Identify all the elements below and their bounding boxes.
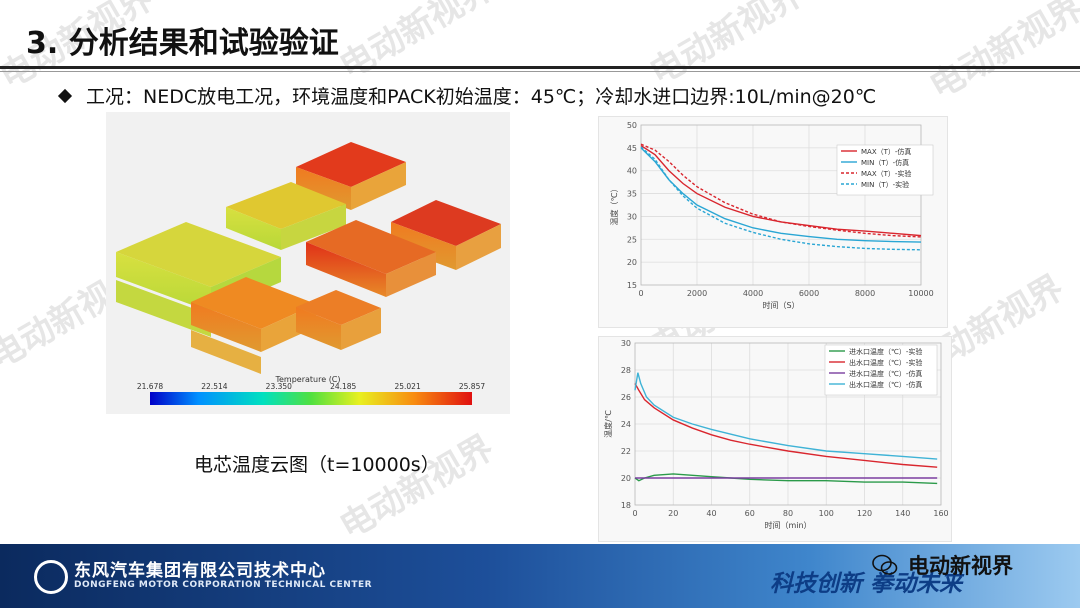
module-hot [306,220,436,297]
colorbar-tick-label: 25.021 [394,382,420,391]
y-tick-label: 30 [627,212,637,221]
legend-label: MIN（T）-仿真 [861,158,909,167]
x-tick-label: 6000 [799,289,819,298]
x-tick-label: 160 [933,509,948,518]
contour-caption: 电芯温度云图（t=10000s） [194,454,440,476]
x-tick-label: 2000 [687,289,707,298]
battery-pack-render: Temperature (C) 21.678 22.514 23.350 24.185… [116,142,501,405]
legend-label: MIN（T）-实验 [861,180,909,189]
plot-frame [634,342,942,506]
y-tick-label: 15 [627,281,637,290]
colorbar-label: Temperature (C) [274,375,340,384]
y-tick-label: 24 [621,420,631,429]
colorbar [150,392,472,405]
series-line [634,372,938,460]
x-tick-label: 0 [638,289,643,298]
legend-label: MAX（T）-实验 [861,169,911,178]
x-tick-label: 40 [706,509,716,518]
x-tick-label: 80 [783,509,793,518]
series-line [640,143,922,238]
x-tick-label: 140 [895,509,910,518]
y-tick-label: 28 [621,366,631,375]
x-axis-label: 时间（S） [762,300,799,310]
series-line [640,144,922,237]
condition-text: 工况：NEDC放电工况，环境温度和PACK初始温度：45℃；冷却水进口边界:10… [86,86,877,108]
colorbar-tick-label: 25.857 [459,382,485,391]
diamond-bullet-icon [57,88,73,103]
x-tick-label: 0 [632,509,637,518]
chart-cell-temperature: 15 20 25 30 35 40 45 50 0 2000 4000 6000 8000 10000 时间… [598,116,948,328]
colorbar-ticks: 21.678 22.514 23.350 24.185 25.021 25.857 [137,382,485,391]
y-axis-label: 温度（℃） [609,185,619,226]
y-tick-label: 22 [621,447,631,456]
coolant-temperature-chart: 18 20 22 24 26 28 30 0 20 40 60 80 100 120 140 160 时间（mi… [603,339,949,530]
legend-label: 进水口温度（℃）-实验 [849,347,922,356]
module-mid [191,277,316,374]
x-tick-label: 100 [819,509,834,518]
legend-label: 出水口温度（℃）-仿真 [849,380,922,389]
title-rule [0,66,1080,69]
legend-label: 出水口温度（℃）-实验 [849,358,922,367]
y-axis-label: 温度/℃ [603,410,613,438]
footer-banner: 东风汽车集团有限公司技术中心 DONGFENG MOTOR CORPORATIO… [0,544,1080,608]
y-tick-label: 50 [627,121,637,130]
y-tick-label: 25 [627,235,637,244]
watermark: 电动新视界 [643,0,811,94]
y-tick-label: 20 [627,258,637,267]
legend-box [824,344,938,396]
watermark: 电动新视界 [333,427,501,548]
colorbar-tick-label: 22.514 [201,382,227,391]
condition-bullet: 工况：NEDC放电工况，环境温度和PACK初始温度：45℃；冷却水进口边界:10… [57,82,877,109]
chart-coolant-temperature: 18 20 22 24 26 28 30 0 20 40 60 80 100 120 140 160 时间（mi… [598,336,952,542]
module-hot [296,142,406,210]
legend-label: MAX（T）-仿真 [861,147,911,156]
legend-label: 进水口温度（℃）-仿真 [849,369,922,378]
y-tick-label: 40 [627,167,637,176]
series-line [634,383,938,468]
watermark: 电动新视界 [333,0,501,88]
y-tick-label: 18 [621,501,631,510]
x-tick-label: 120 [857,509,872,518]
x-tick-label: 60 [745,509,755,518]
plot-frame [640,124,922,286]
cell-temperature-chart: 15 20 25 30 35 40 45 50 0 2000 4000 6000 8000 10000 时间… [609,121,934,310]
y-tick-label: 30 [621,339,631,348]
x-tick-label: 10000 [908,289,933,298]
company-name-en: DONGFENG MOTOR CORPORATION TECHNICAL CEN… [74,580,373,590]
y-tick-label: 26 [621,393,631,402]
x-tick-label: 20 [668,509,678,518]
y-tick-label: 35 [627,190,637,199]
wechat-icon [872,554,898,575]
slogan: 科技创新 拳动未来 [770,571,963,597]
legend-box [836,144,934,196]
slide-title: 3. 分析结果和试验验证 [26,26,339,61]
x-tick-label: 8000 [855,289,875,298]
channel-name: 电动新视界 [908,554,1013,578]
temperature-contour-image: Temperature (C) 21.678 22.514 23.350 24.185… [106,112,510,414]
module-hot [391,200,501,270]
watermark: 电动新视界 [923,0,1080,108]
x-axis-label: 时间（min） [764,520,811,530]
dongfeng-logo-icon [34,560,68,594]
colorbar-tick-label: 24.185 [330,382,356,391]
module-mid [226,182,346,250]
title-rule-thin [0,71,1080,72]
company-name: 东风汽车集团有限公司技术中心 [74,561,326,581]
colorbar-tick-label: 23.350 [266,382,292,391]
module-mid [296,290,381,350]
x-tick-label: 4000 [743,289,763,298]
series-line [640,147,922,243]
y-tick-label: 45 [627,144,637,153]
colorbar-tick-label: 21.678 [137,382,163,391]
y-tick-label: 20 [621,474,631,483]
